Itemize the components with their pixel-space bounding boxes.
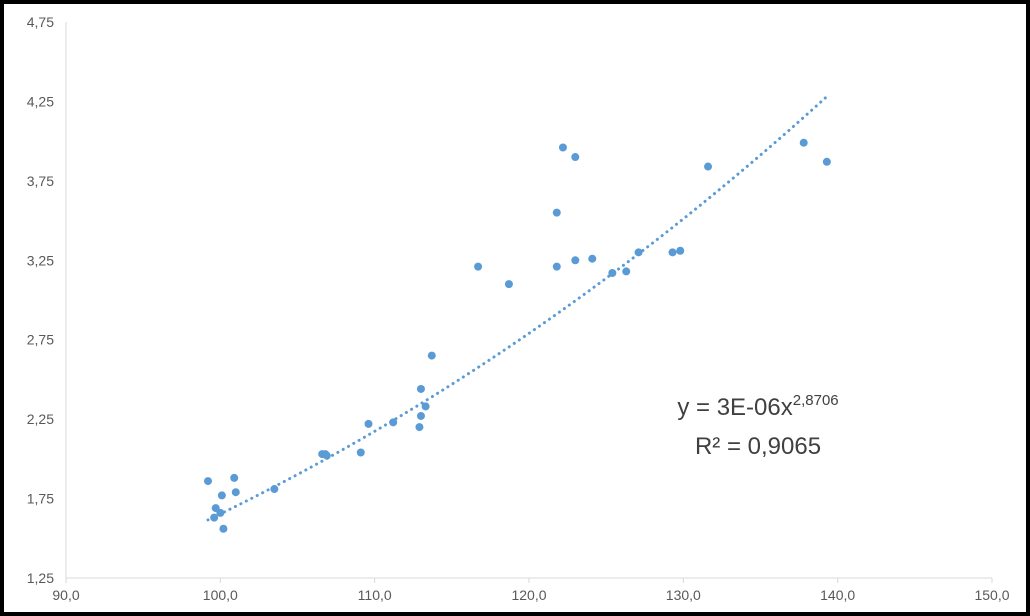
data-point xyxy=(668,248,677,257)
data-point xyxy=(421,402,430,411)
data-point xyxy=(552,208,561,217)
data-point xyxy=(416,384,425,393)
data-point xyxy=(622,267,631,276)
data-point xyxy=(210,513,219,522)
y-tick-label: 4,75 xyxy=(27,14,54,30)
data-point xyxy=(474,262,483,271)
annotation-layer: y = 3E-06x2,8706 R² = 0,9065 xyxy=(677,392,838,460)
scatter-chart: 90,0 100,0 110,0 120,0 130,0 140,0 150,0 1,25 1,… xyxy=(27,14,1010,603)
x-tick-label: 110,0 xyxy=(358,587,392,603)
data-point xyxy=(571,153,580,162)
trendline-r-squared: R² = 0,9065 xyxy=(695,433,821,460)
data-point xyxy=(504,280,513,289)
data-point xyxy=(571,256,580,265)
y-tick-label: 3,75 xyxy=(27,173,54,189)
x-tick-label: 120,0 xyxy=(511,587,546,603)
trendline-equation-exponent: 2,8706 xyxy=(793,392,839,409)
data-point xyxy=(704,162,713,171)
data-point xyxy=(230,473,239,482)
trendline-layer xyxy=(206,96,827,522)
data-point xyxy=(588,254,597,263)
data-point xyxy=(389,418,398,427)
data-point xyxy=(822,157,831,166)
y-tick-label: 2,25 xyxy=(27,411,54,427)
data-point xyxy=(217,491,226,500)
axes: 90,0 100,0 110,0 120,0 130,0 140,0 150,0 1,25 1,… xyxy=(27,14,1010,603)
y-tick-label: 2,75 xyxy=(27,332,54,348)
data-point xyxy=(634,248,643,257)
trendline-equation-main: y = 3E-06x xyxy=(677,394,792,421)
data-point xyxy=(321,450,330,459)
data-point xyxy=(270,485,279,494)
data-point xyxy=(799,138,808,147)
trendline-equation: y = 3E-06x2,8706 xyxy=(677,392,838,421)
y-tick-label: 4,25 xyxy=(27,93,54,109)
data-point xyxy=(356,448,365,457)
data-point xyxy=(203,477,212,486)
x-tick-label: 90,0 xyxy=(52,587,79,603)
x-tick-label: 140,0 xyxy=(820,587,855,603)
x-tick-label: 130,0 xyxy=(666,587,701,603)
data-point xyxy=(216,508,225,517)
data-point xyxy=(219,524,228,533)
y-tick-label: 1,25 xyxy=(27,570,54,586)
data-point xyxy=(676,246,685,255)
data-point xyxy=(558,143,567,152)
data-point xyxy=(364,419,373,428)
data-point xyxy=(608,268,617,277)
data-point xyxy=(552,262,561,271)
x-tick-label: 150,0 xyxy=(974,587,1009,603)
trendline xyxy=(206,96,827,522)
data-point xyxy=(427,351,436,360)
y-tick-label: 1,75 xyxy=(27,491,54,507)
points-layer xyxy=(203,138,831,533)
data-point xyxy=(231,488,240,497)
x-tick-label: 100,0 xyxy=(203,587,238,603)
data-point xyxy=(415,423,424,432)
y-tick-label: 3,25 xyxy=(27,252,54,268)
data-point xyxy=(416,411,425,420)
